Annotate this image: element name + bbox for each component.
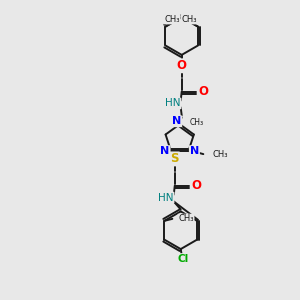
Text: CH₃: CH₃: [182, 15, 197, 24]
Text: HN: HN: [165, 98, 181, 108]
Text: N: N: [172, 116, 182, 126]
Text: CH₃: CH₃: [212, 150, 228, 159]
Text: O: O: [199, 85, 208, 98]
Text: CH₃: CH₃: [164, 15, 180, 24]
Text: CH₃: CH₃: [190, 118, 204, 127]
Text: O: O: [177, 59, 187, 72]
Text: Cl: Cl: [177, 254, 188, 264]
Text: N: N: [160, 146, 170, 156]
Text: HN: HN: [158, 193, 174, 202]
Text: CH₃: CH₃: [178, 214, 194, 224]
Text: O: O: [192, 179, 202, 192]
Text: S: S: [170, 152, 179, 165]
Text: N: N: [190, 146, 199, 156]
